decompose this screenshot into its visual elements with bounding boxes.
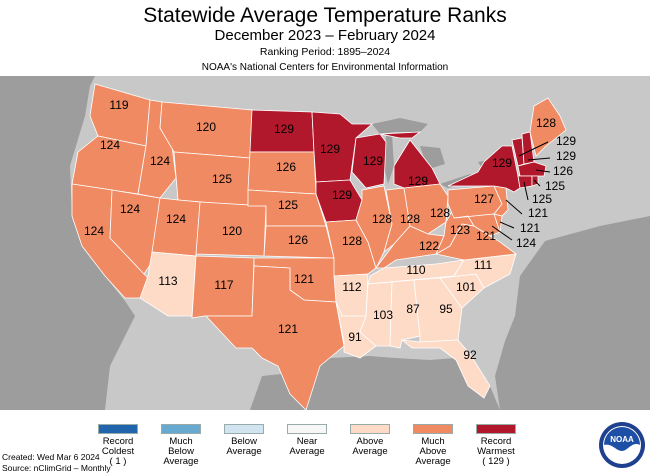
legend-swatch (98, 424, 138, 434)
noaa-logo: NOAA (599, 422, 645, 468)
rank-nj: 121 (528, 206, 548, 220)
rank-ky: 122 (419, 239, 439, 253)
rank-ia: 129 (332, 188, 352, 202)
legend-label: Record Coldest ( 1 ) (101, 436, 135, 467)
legend-near: Near Average (284, 424, 330, 457)
rank-mn: 129 (320, 142, 340, 156)
rank-or: 124 (100, 138, 120, 152)
rank-co: 120 (222, 224, 242, 238)
lake-huron (420, 146, 445, 168)
rank-ct: 125 (532, 192, 552, 206)
rank-nm: 117 (214, 278, 233, 292)
legend-label: Above Average (352, 436, 388, 457)
rank-nc: 111 (474, 258, 493, 272)
legend-above: Above Average (347, 424, 393, 457)
leader-md (491, 225, 513, 241)
logo-text: NOAA (610, 435, 634, 444)
rank-ca: 124 (84, 224, 104, 238)
map-period: December 2023 – February 2024 (214, 27, 436, 44)
rank-va: 121 (476, 229, 496, 243)
rank-tn: 110 (406, 263, 425, 277)
leader-nj (505, 199, 523, 215)
rank-ri: 125 (545, 179, 565, 193)
logo-wave (604, 427, 640, 451)
rank-de: 121 (520, 221, 540, 235)
legend-much-below: Much Below Average (158, 424, 204, 467)
legend-swatch (476, 424, 516, 434)
rank-nh: 129 (556, 149, 576, 163)
leader-ct (523, 181, 529, 201)
leader-nh (527, 157, 551, 161)
rank-sd: 126 (276, 160, 296, 174)
legend-record-warmest: Record Warmest ( 129 ) (473, 424, 519, 467)
rank-az: 113 (158, 274, 177, 288)
rank-pa: 127 (474, 192, 494, 206)
atlantic-ocean (495, 216, 650, 410)
us-temperature-map: 119 124 124 124 124 120 125 124 120 113 … (0, 76, 650, 410)
state-tx (205, 265, 345, 410)
legend-label: Much Below Average (163, 436, 199, 467)
state-ut (151, 197, 201, 257)
rank-wa: 119 (109, 98, 128, 112)
rank-ar: 112 (342, 280, 361, 294)
leader-vt (518, 141, 549, 157)
legend-swatch (161, 424, 201, 434)
rank-md: 124 (516, 236, 536, 250)
rank-in: 128 (400, 212, 420, 226)
rank-mo: 128 (342, 234, 362, 248)
rank-oh: 128 (430, 206, 450, 220)
data-source: Source: nClimGrid – Monthly (2, 463, 111, 473)
legend-label: Near Average (289, 436, 325, 457)
state-fl (400, 339, 491, 399)
rank-la: 91 (348, 330, 362, 344)
legend-swatch (224, 424, 264, 434)
legend-label: Below Average (226, 436, 262, 457)
pacific-ocean (0, 76, 135, 410)
leader-de (499, 221, 515, 229)
rank-ut: 124 (166, 212, 186, 226)
rank-ma: 126 (553, 164, 573, 178)
rank-ga: 95 (439, 302, 453, 316)
state-me (529, 97, 567, 157)
rank-nv: 124 (120, 202, 140, 216)
legend-much-above: Much Above Average (410, 424, 456, 467)
rank-ks: 126 (288, 233, 308, 247)
rank-wi: 129 (363, 154, 383, 168)
rank-tx: 121 (278, 322, 298, 336)
leader-ma (535, 169, 551, 173)
rank-mi: 129 (408, 174, 428, 188)
leader-ri (533, 179, 541, 187)
ranking-period: Ranking Period: 1895–2024 (259, 46, 391, 58)
lake-superior (372, 118, 428, 134)
legend-label: Much Above Average (415, 436, 451, 467)
legend-swatch (287, 424, 327, 434)
legend-swatch (413, 424, 453, 434)
legend-label: Record Warmest ( 129 ) (477, 436, 515, 467)
rank-wv: 123 (450, 223, 470, 237)
rank-fl: 92 (463, 348, 477, 362)
lake-michigan (384, 134, 394, 184)
map-source: NOAA's National Centers for Environmenta… (201, 62, 449, 73)
rank-ne: 125 (278, 198, 298, 212)
rank-ny: 129 (492, 156, 512, 170)
rank-ms: 103 (373, 308, 393, 322)
legend-below: Below Average (221, 424, 267, 457)
rank-vt: 129 (556, 134, 576, 148)
rank-mt: 120 (196, 120, 216, 134)
rank-id: 124 (150, 154, 170, 168)
leader-lines (491, 141, 551, 241)
rank-il: 128 (372, 212, 392, 226)
rank-wy: 125 (212, 172, 232, 186)
rank-ok: 121 (294, 272, 314, 286)
map-title: Statewide Average Temperature Ranks (143, 4, 507, 27)
rank-nd: 129 (274, 122, 294, 136)
rank-al: 87 (406, 302, 420, 316)
legend-swatch (350, 424, 390, 434)
rank-me: 128 (536, 116, 556, 130)
legend-record-coldest: Record Coldest ( 1 ) (95, 424, 141, 467)
rank-sc: 101 (456, 280, 476, 294)
created-date: Created: Wed Mar 6 2024 (2, 452, 100, 462)
